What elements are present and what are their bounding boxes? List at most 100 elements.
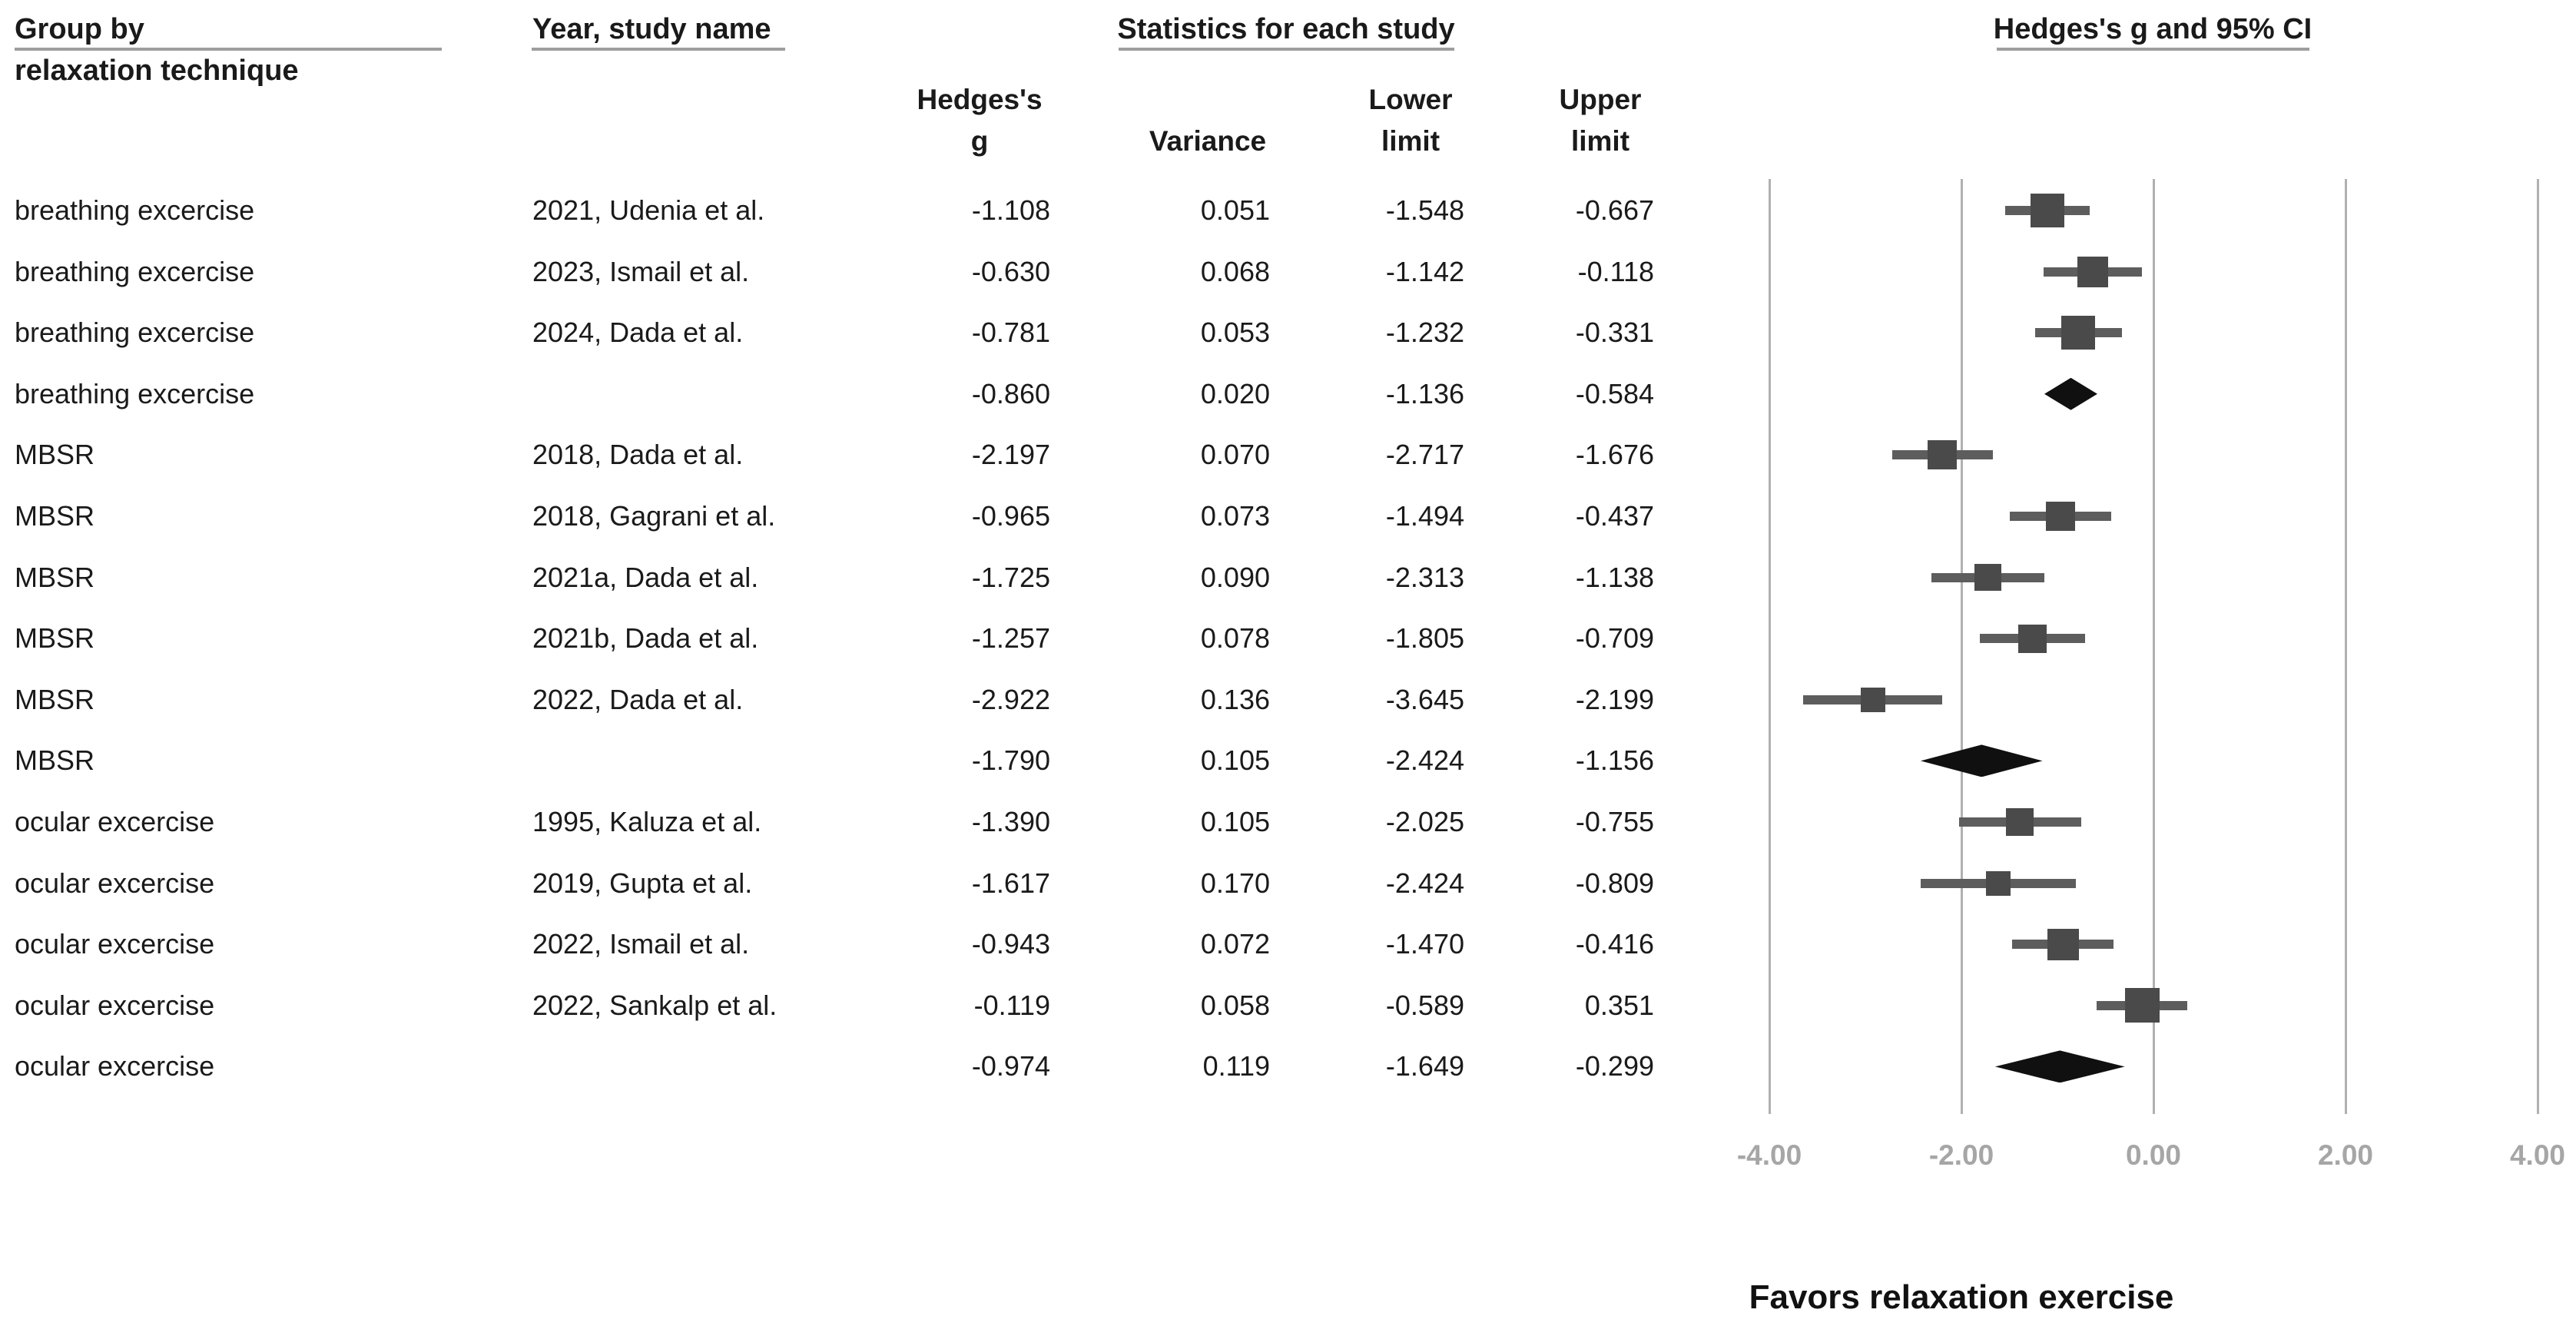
gridline xyxy=(1960,179,1963,1114)
row-upper-limit-value: -2.199 xyxy=(1575,683,1654,715)
row-upper-limit-value: -0.667 xyxy=(1575,194,1654,226)
statistics-header: Statistics for each study xyxy=(1117,13,1455,45)
row-study-label: 2022, Sankalp et al. xyxy=(532,989,777,1021)
row-variance-value: 0.053 xyxy=(1200,317,1270,349)
row-group-label: ocular excercise xyxy=(15,806,215,837)
col-header-variance: Variance xyxy=(1149,125,1267,157)
row-variance-value: 0.020 xyxy=(1200,377,1270,409)
row-study-label: 2018, Gagrani et al. xyxy=(532,500,776,532)
row-lower-limit-value: -3.645 xyxy=(1385,683,1464,715)
row-variance-value: 0.105 xyxy=(1200,744,1270,777)
col-header-upper-line2: limit xyxy=(1570,125,1630,157)
effect-size-square xyxy=(1928,440,1958,470)
effect-size-square xyxy=(1985,870,2011,896)
year-study-header: Year, study name xyxy=(532,13,771,45)
group-by-header-line2: relaxation technique xyxy=(15,55,299,87)
effect-size-square xyxy=(2018,624,2047,653)
row-hedges-g-value: -0.860 xyxy=(971,377,1050,409)
row-hedges-g-value: -0.974 xyxy=(971,1050,1050,1082)
row-hedges-g-value: -1.108 xyxy=(971,194,1050,226)
row-upper-limit-value: -0.755 xyxy=(1575,806,1654,837)
row-lower-limit-value: -2.424 xyxy=(1385,867,1464,899)
summary-diamond xyxy=(1994,1050,2125,1083)
row-upper-limit-value: -0.331 xyxy=(1575,317,1654,349)
row-lower-limit-value: -1.470 xyxy=(1385,928,1464,960)
row-hedges-g-value: -0.781 xyxy=(971,317,1050,349)
row-variance-value: 0.070 xyxy=(1200,439,1270,471)
row-variance-value: 0.090 xyxy=(1200,561,1270,593)
effect-size-square xyxy=(2030,194,2064,227)
row-variance-value: 0.136 xyxy=(1200,683,1270,715)
row-group-label: MBSR xyxy=(15,500,95,532)
effect-size-square xyxy=(2124,988,2160,1023)
col-header-lower-line2: limit xyxy=(1381,125,1441,157)
row-variance-value: 0.073 xyxy=(1200,500,1270,532)
row-lower-limit-value: -2.025 xyxy=(1385,806,1464,837)
plot-title: Hedges's g and 95% CI xyxy=(1993,13,2312,45)
plot-title-underline xyxy=(1997,48,2309,51)
col-header-hedges-g-line1: Hedges's xyxy=(917,84,1043,115)
row-study-label: 2022, Dada et al. xyxy=(532,683,744,715)
row-group-label: ocular excercise xyxy=(15,867,215,899)
row-group-label: ocular excercise xyxy=(15,1050,215,1082)
row-upper-limit-value: -0.584 xyxy=(1575,377,1654,409)
row-hedges-g-value: -0.119 xyxy=(973,989,1050,1021)
axis-tick-label: 4.00 xyxy=(2509,1139,2565,1171)
row-lower-limit-value: -1.548 xyxy=(1385,194,1464,226)
axis-tick-label: 0.00 xyxy=(2125,1139,2181,1171)
row-lower-limit-value: -1.136 xyxy=(1385,377,1464,409)
gridline xyxy=(1768,179,1771,1114)
year-study-underline xyxy=(532,48,785,51)
effect-size-square xyxy=(1974,564,2001,592)
row-variance-value: 0.105 xyxy=(1200,806,1270,837)
row-group-label: ocular excercise xyxy=(15,989,215,1021)
row-hedges-g-value: -0.965 xyxy=(971,500,1050,532)
row-upper-limit-value: -1.138 xyxy=(1575,561,1654,593)
row-hedges-g-value: -0.630 xyxy=(971,255,1050,287)
row-hedges-g-value: -2.922 xyxy=(971,683,1050,715)
axis-tick-label: 2.00 xyxy=(2317,1139,2373,1171)
effect-size-square xyxy=(2006,808,2034,836)
col-header-lower-line1: Lower xyxy=(1368,84,1453,115)
row-hedges-g-value: -1.725 xyxy=(971,561,1050,593)
row-lower-limit-value: -1.649 xyxy=(1385,1050,1464,1082)
row-study-label: 1995, Kaluza et al. xyxy=(532,806,762,837)
row-upper-limit-value: -0.416 xyxy=(1575,928,1654,960)
row-lower-limit-value: -1.805 xyxy=(1385,622,1464,655)
row-lower-limit-value: -1.232 xyxy=(1385,317,1464,349)
row-upper-limit-value: -0.299 xyxy=(1575,1050,1654,1082)
summary-diamond xyxy=(2044,377,2097,410)
row-lower-limit-value: -0.589 xyxy=(1385,989,1464,1021)
effect-size-square xyxy=(2077,256,2109,287)
row-hedges-g-value: -0.943 xyxy=(971,928,1050,960)
row-group-label: breathing excercise xyxy=(15,255,255,287)
statistics-underline xyxy=(1119,48,1454,51)
row-group-label: MBSR xyxy=(15,744,95,777)
row-upper-limit-value: -0.118 xyxy=(1577,255,1654,287)
row-lower-limit-value: -2.313 xyxy=(1385,561,1464,593)
row-group-label: breathing excercise xyxy=(15,194,255,226)
row-group-label: breathing excercise xyxy=(15,317,255,349)
row-variance-value: 0.051 xyxy=(1200,194,1270,226)
row-group-label: MBSR xyxy=(15,683,95,715)
effect-size-square xyxy=(2061,316,2096,350)
row-study-label: 2022, Ismail et al. xyxy=(532,928,750,960)
row-study-label: 2021a, Dada et al. xyxy=(532,561,759,593)
gridline xyxy=(2152,179,2155,1114)
row-upper-limit-value: 0.351 xyxy=(1584,989,1654,1021)
row-hedges-g-value: -2.197 xyxy=(971,439,1050,471)
gridline xyxy=(2536,179,2539,1114)
row-upper-limit-value: -1.676 xyxy=(1575,439,1654,471)
axis-tick-label: -4.00 xyxy=(1736,1139,1802,1171)
row-lower-limit-value: -2.717 xyxy=(1385,439,1464,471)
row-hedges-g-value: -1.790 xyxy=(971,744,1050,777)
row-upper-limit-value: -1.156 xyxy=(1575,744,1654,777)
effect-size-square xyxy=(2047,928,2079,960)
group-by-underline xyxy=(15,48,442,51)
row-lower-limit-value: -1.142 xyxy=(1385,255,1464,287)
row-upper-limit-value: -0.437 xyxy=(1575,500,1654,532)
row-variance-value: 0.068 xyxy=(1200,255,1270,287)
row-study-label: 2024, Dada et al. xyxy=(532,317,744,349)
row-hedges-g-value: -1.390 xyxy=(971,806,1050,837)
row-group-label: MBSR xyxy=(15,622,95,655)
